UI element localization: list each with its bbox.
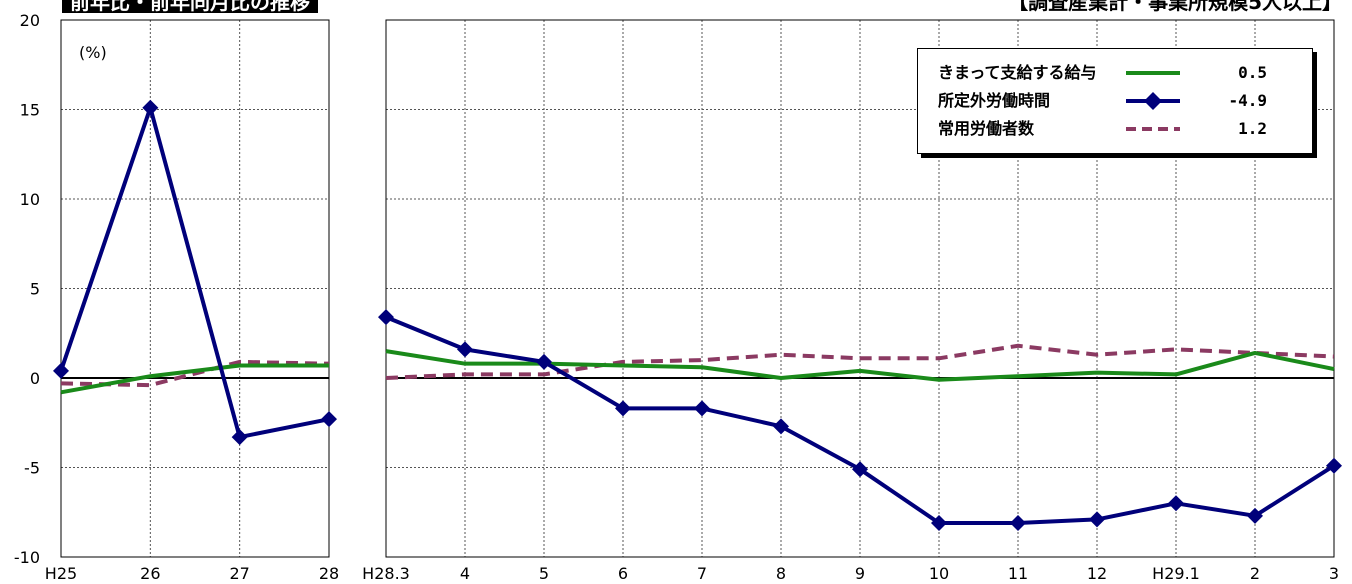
data-point-marker [321, 411, 337, 428]
x-tick-label: 7 [697, 564, 707, 583]
x-tick-label: 8 [776, 564, 786, 583]
y-tick-label: 0 [30, 369, 40, 388]
y-tick-label: -5 [24, 459, 40, 478]
x-tick-label: 5 [539, 564, 549, 583]
series-line-0-1 [59, 105, 330, 440]
legend-swatch-solid-green [1126, 71, 1180, 75]
x-tick-label: 12 [1087, 564, 1107, 583]
y-tick-label: 5 [30, 280, 40, 299]
unit-label: (%) [79, 43, 107, 62]
data-point-marker [1326, 457, 1342, 474]
x-tick-label: H25 [45, 564, 77, 583]
chart-scope-note: 【調査産業計・事業所規模5人以上】 [1008, 0, 1342, 14]
x-tick-label: 2 [1250, 564, 1260, 583]
legend-label: 所定外労働時間 [938, 91, 1051, 110]
x-tick-label: 11 [1008, 564, 1028, 583]
chart-title: 前年比・前年同月比の推移 [62, 0, 318, 13]
data-point-marker [536, 353, 552, 370]
y-tick-label: -10 [14, 548, 40, 567]
plot-frame [60, 19, 330, 558]
data-point-marker [1247, 507, 1263, 524]
series-line-0-0 [60, 363, 329, 395]
data-point-marker [457, 341, 473, 358]
x-tick-label: 9 [855, 564, 865, 583]
data-point-marker [615, 400, 631, 417]
series-line-1-2 [385, 343, 1335, 380]
data-point-marker [53, 362, 69, 379]
x-tick-label: 6 [618, 564, 628, 583]
data-point-marker [1010, 514, 1026, 531]
plot-frame [385, 19, 1335, 558]
legend-label: きまって支給する給与 [938, 63, 1097, 82]
legend-swatch-dashed-maroon [1126, 127, 1180, 131]
x-tick-label: 27 [229, 564, 249, 583]
x-tick-label: 28 [319, 564, 339, 583]
legend-item-wage: きまって支給する給与 0.5 [918, 61, 1312, 85]
legend-label: 常用労働者数 [938, 119, 1035, 138]
x-tick-label: H28.3 [362, 564, 410, 583]
x-tick-label: H29.1 [1152, 564, 1200, 583]
y-tick-label: 10 [20, 190, 40, 209]
legend-item-overtime: 所定外労働時間 -4.9 [918, 89, 1312, 113]
x-tick-label: 26 [140, 564, 160, 583]
legend-value: 0.5 [1238, 63, 1267, 82]
legend-swatch-diamond-navy [1126, 92, 1180, 110]
y-tick-label: 15 [20, 101, 40, 120]
data-point-marker [378, 309, 394, 326]
legend-value: 1.2 [1238, 119, 1267, 138]
data-point-marker [1089, 511, 1105, 528]
x-tick-label: 4 [460, 564, 470, 583]
legend-item-employees: 常用労働者数 1.2 [918, 117, 1312, 141]
data-point-marker [852, 461, 868, 478]
data-point-marker [694, 400, 710, 417]
data-point-marker [231, 429, 248, 446]
legend: きまって支給する給与 0.5 所定外労働時間 -4.9 常用労働者数 1.2 [917, 48, 1313, 154]
data-point-marker [142, 99, 159, 116]
legend-value: -4.9 [1228, 91, 1267, 110]
data-point-marker [931, 514, 947, 531]
x-tick-label: 3 [1329, 564, 1339, 583]
data-point-marker [1168, 495, 1184, 512]
y-tick-label: 20 [20, 11, 40, 30]
data-point-marker [773, 418, 789, 435]
x-tick-label: 10 [929, 564, 949, 583]
